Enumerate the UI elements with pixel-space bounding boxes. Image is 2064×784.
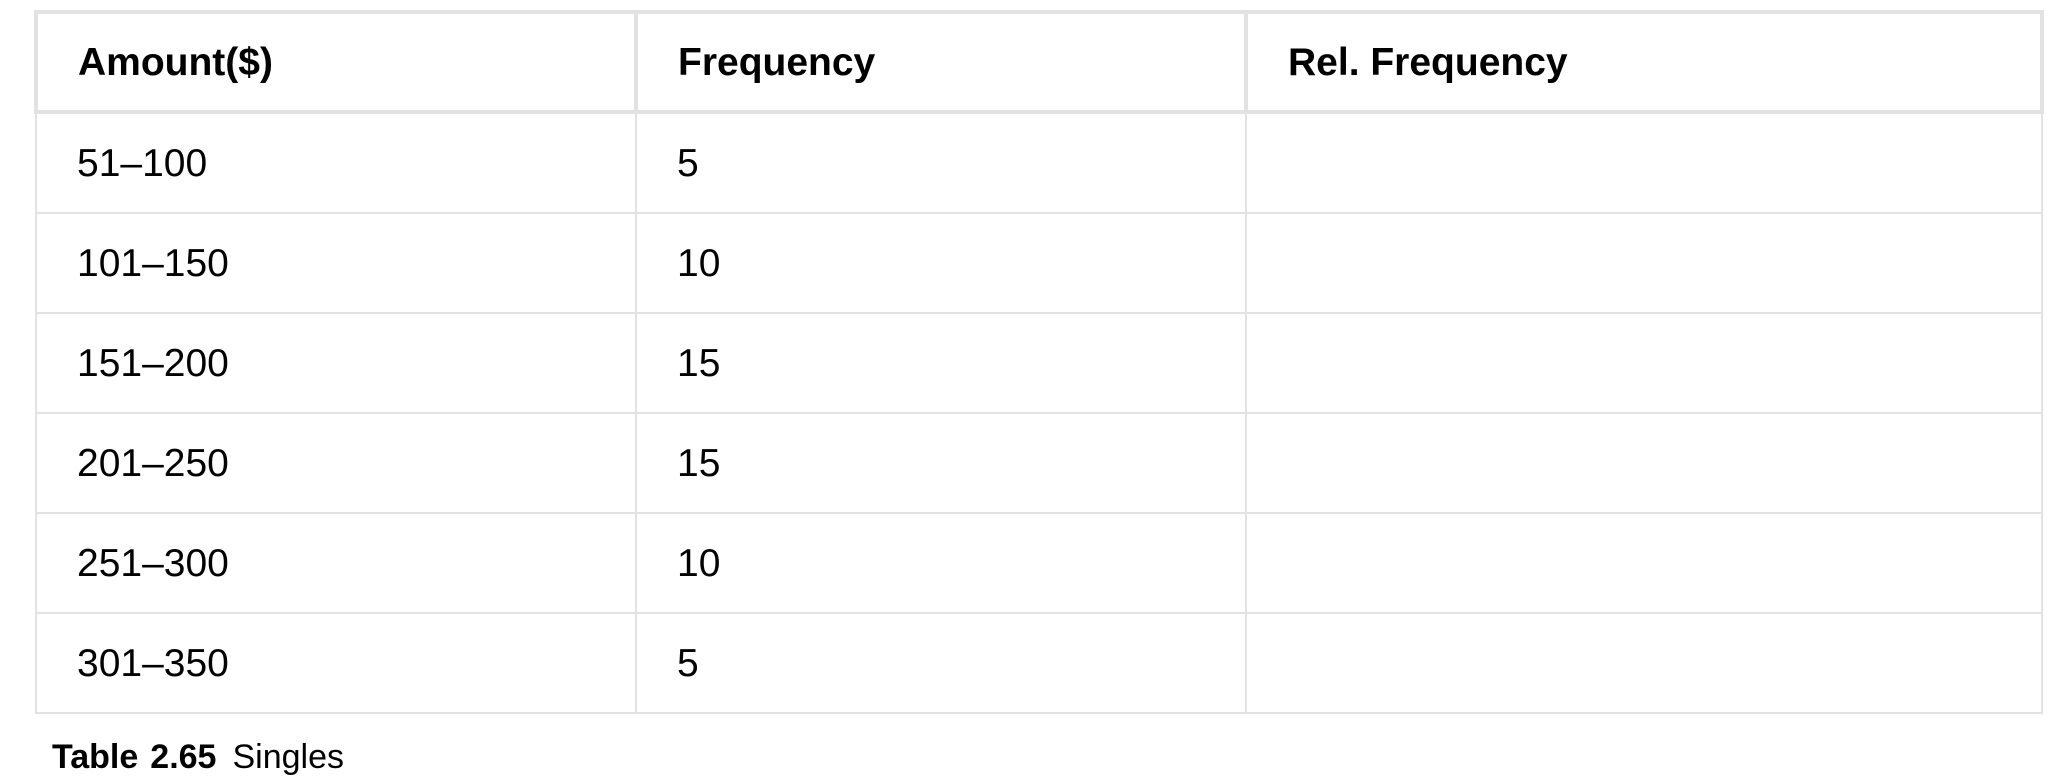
cell-frequency: 5 (635, 111, 1247, 214)
header-frequency: Frequency (634, 10, 1248, 114)
cell-rel-frequency (1245, 412, 2043, 514)
table-row: 301–350 5 (35, 612, 2043, 714)
cell-frequency: 5 (635, 612, 1247, 714)
cell-rel-frequency (1245, 512, 2043, 614)
table-body: 51–100 5 101–150 10 151–200 15 201–250 1… (35, 111, 2043, 714)
cell-amount: 101–150 (35, 212, 637, 314)
cell-frequency: 10 (635, 512, 1247, 614)
caption-title: Singles (232, 738, 344, 776)
cell-rel-frequency (1245, 111, 2043, 214)
table-row: 151–200 15 (35, 312, 2043, 414)
table-header: Amount($) Frequency Rel. Frequency (34, 10, 2044, 114)
cell-rel-frequency (1245, 212, 2043, 314)
table-row: 201–250 15 (35, 412, 2043, 514)
frequency-table: Amount($) Frequency Rel. Frequency 51–10… (34, 10, 2044, 714)
cell-amount: 151–200 (35, 312, 637, 414)
table-row: 51–100 5 (35, 111, 2043, 214)
caption-number: 2.65 (150, 738, 217, 776)
header-rel-frequency: Rel. Frequency (1244, 10, 2044, 114)
frequency-table-container: Amount($) Frequency Rel. Frequency 51–10… (34, 10, 2044, 714)
caption-label: Table (52, 738, 139, 776)
table-row: 101–150 10 (35, 212, 2043, 314)
cell-frequency: 15 (635, 312, 1247, 414)
cell-rel-frequency (1245, 612, 2043, 714)
cell-frequency: 15 (635, 412, 1247, 514)
header-amount: Amount($) (34, 10, 638, 114)
cell-frequency: 10 (635, 212, 1247, 314)
cell-amount: 51–100 (35, 111, 637, 214)
table-caption: Table 2.65 Singles (52, 740, 344, 774)
table-row: 251–300 10 (35, 512, 2043, 614)
header-row: Amount($) Frequency Rel. Frequency (34, 10, 2044, 114)
cell-amount: 201–250 (35, 412, 637, 514)
cell-amount: 301–350 (35, 612, 637, 714)
cell-rel-frequency (1245, 312, 2043, 414)
cell-amount: 251–300 (35, 512, 637, 614)
